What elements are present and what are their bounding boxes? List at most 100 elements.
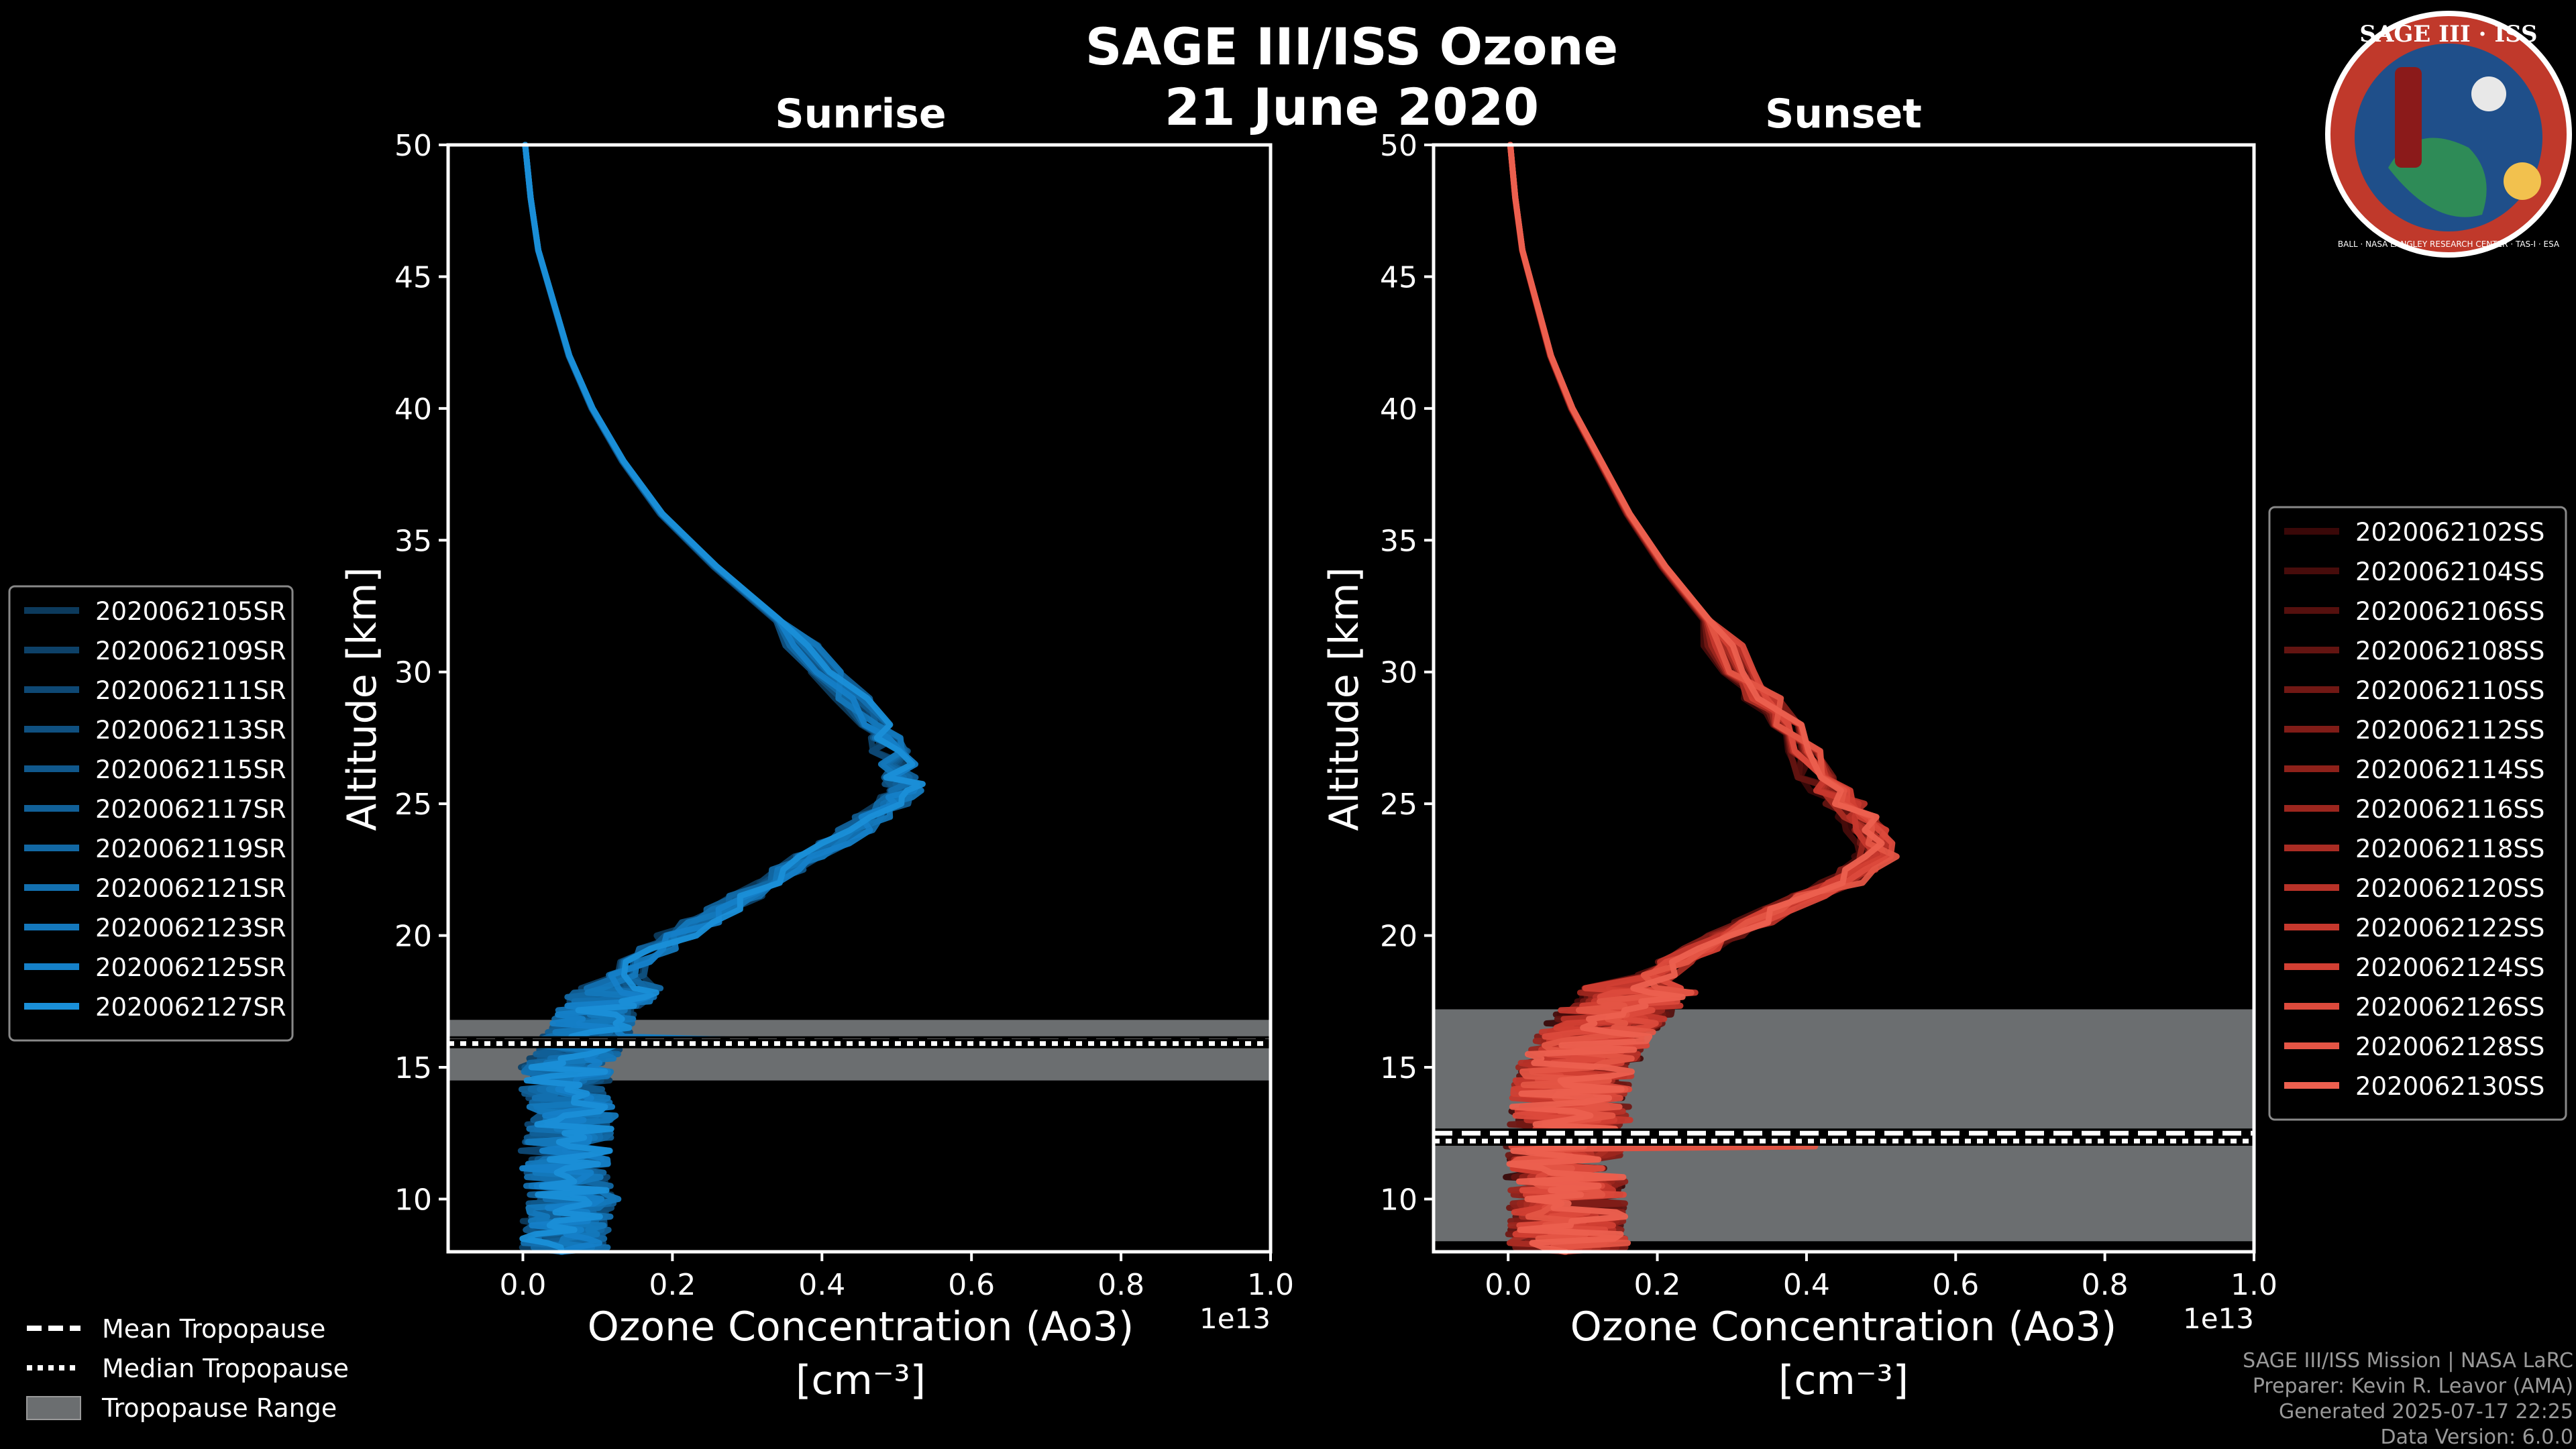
sunset-y-tick-label: 10 [1380, 1183, 1417, 1217]
sunrise-y-tick-label: 50 [394, 129, 432, 163]
sunset-x-tick-label: 0.6 [1932, 1268, 1979, 1302]
sunrise-y-tick-label: 30 [394, 656, 432, 690]
sunrise-x-tick-label: 0.6 [948, 1268, 995, 1302]
sunrise-y-tick-label: 40 [394, 392, 432, 427]
footer-generated: Generated 2025-07-17 22:25 [2279, 1400, 2573, 1424]
sunset-y-tick-label: 45 [1380, 260, 1417, 294]
sunrise-plot-frame [446, 143, 1273, 1254]
legend-sunset-label: 2020062102SS [2355, 518, 2544, 547]
footer-mission: SAGE III/ISS Mission | NASA LaRC [2243, 1349, 2573, 1373]
tropopause-legend: Mean Tropopause Median Tropopause Tropopau… [26, 1314, 349, 1423]
legend-sunrise-label: 2020062119SR [95, 835, 286, 863]
sunrise-tropopause-lines-layer [448, 1036, 1271, 1049]
sunset-plot-frame [1432, 143, 2256, 1254]
legend-sunrise-label: 2020062105SR [95, 597, 286, 626]
footer-data-version: Data Version: 6.0.0 [2381, 1426, 2573, 1449]
sunset-y-tick-label: 20 [1380, 920, 1417, 954]
sunset-x-tick-label: 0.4 [1783, 1268, 1830, 1302]
figure-title-line1: SAGE III/ISS Ozone [1085, 17, 1618, 76]
sunset-x-tick-label: 0.2 [1634, 1268, 1681, 1302]
logo-title: SAGE III · ISS [2359, 21, 2537, 48]
sunset-offset-text: 1e13 [2183, 1302, 2254, 1335]
legend-sunrise-label: 2020062113SR [95, 716, 286, 745]
sunrise-y-axis-label: Altitude [km] [339, 567, 386, 831]
sunset-series-2020062130SS [1506, 142, 1885, 1255]
legend-sunset-label: 2020062106SS [2355, 597, 2544, 626]
legend-sunset-label: 2020062116SS [2355, 795, 2544, 824]
sunrise-y-tick-label: 25 [394, 788, 432, 822]
sunset-x-tick-label: 0.8 [2082, 1268, 2129, 1302]
footer-preparer: Preparer: Kevin R. Leavor (AMA) [2253, 1375, 2573, 1398]
legend-sunrise-label: 2020062121SR [95, 874, 286, 903]
legend-sunset-label: 2020062118SS [2355, 835, 2544, 863]
sunrise-x-axis-label: Ozone Concentration (Ao3) [588, 1303, 1134, 1350]
sage-iii-iss-logo: SAGE III · ISS BALL · NASA LANGLEY RESEA… [2325, 11, 2572, 258]
tropopause-legend-label: Mean Tropopause [102, 1314, 325, 1344]
figure-title-line2: 21 June 2020 [1165, 77, 1539, 137]
tropopause-legend-label: Median Tropopause [102, 1354, 349, 1383]
legend-sunset-label: 2020062122SS [2355, 914, 2544, 943]
legend-sunrise-frame [8, 585, 294, 1042]
sunset-y-tick-label: 35 [1380, 524, 1417, 558]
sunrise-x-axis-units: [cm⁻³] [796, 1357, 926, 1404]
legend-sunset-label: 2020062114SS [2355, 755, 2544, 784]
logo-figure-icon [2395, 67, 2422, 168]
legend-sunrise-label: 2020062109SR [95, 637, 286, 665]
sunset-y-tick-label: 40 [1380, 392, 1417, 427]
legend-sunrise-label: 2020062111SR [95, 676, 286, 705]
sunrise-offset-text: 1e13 [1199, 1302, 1271, 1335]
sunset-x-tick-label: 1.0 [2231, 1268, 2277, 1302]
legend-sunset-label: 2020062104SS [2355, 557, 2544, 586]
sunset-y-tick-label: 15 [1380, 1051, 1417, 1085]
logo-sun-icon [2504, 162, 2541, 200]
sunrise-legend: 2020062105SR 2020062109SR 2020062111SR 2020… [8, 585, 294, 1042]
legend-sunset-label: 2020062126SS [2355, 993, 2544, 1022]
legend-sunset-label: 2020062110SS [2355, 676, 2544, 705]
sunrise-y-ticks: 10 15 20 25 30 35 40 45 50 [394, 129, 448, 1217]
tropopause-range-swatch [26, 1396, 81, 1420]
sunrise-x-tick-label: 0.4 [798, 1268, 845, 1302]
sunrise-series-layer [517, 142, 926, 1255]
footer-credits: SAGE III/ISS Mission | NASA LaRC Prepare… [2243, 1349, 2573, 1449]
legend-sunrise-label: 2020062127SR [95, 993, 286, 1022]
legend-sunrise-label: 2020062117SR [95, 795, 286, 824]
legend-sunset-label: 2020062128SS [2355, 1032, 2544, 1061]
sunset-y-axis-label: Altitude [km] [1321, 567, 1368, 831]
legend-sunset-label: 2020062124SS [2355, 953, 2544, 982]
sunrise-x-tick-label: 0.0 [499, 1268, 546, 1302]
sunset-panel: Sunset 0.0 0.2 0.4 0.6 0.8 1.0 10 15 20 25 30 35 40… [1321, 91, 2277, 1404]
legend-sunrise-label: 2020062115SR [95, 755, 286, 784]
logo-ring-text: BALL · NASA LANGLEY RESEARCH CENTER · TA… [2338, 239, 2560, 249]
sunrise-y-tick-label: 15 [394, 1051, 432, 1085]
sunset-tropopause-lines-layer [1434, 1128, 2254, 1146]
sunset-y-tick-label: 25 [1380, 788, 1417, 822]
sunset-x-ticks: 0.0 0.2 0.4 0.6 0.8 1.0 [1485, 1252, 2277, 1302]
sunrise-x-tick-label: 0.2 [649, 1268, 696, 1302]
legend-sunset-label: 2020062108SS [2355, 637, 2544, 665]
sunrise-series-2020062127SR [519, 142, 926, 1255]
logo-moon-icon [2471, 76, 2506, 111]
sunrise-x-tick-label: 1.0 [1247, 1268, 1294, 1302]
legend-sunset-label: 2020062130SS [2355, 1072, 2544, 1101]
sunset-title: Sunset [1765, 91, 1922, 138]
sunset-x-axis-label: Ozone Concentration (Ao3) [1570, 1303, 2117, 1350]
sunrise-x-tick-label: 0.8 [1097, 1268, 1144, 1302]
sunset-y-ticks: 10 15 20 25 30 35 40 45 50 [1380, 129, 1434, 1217]
sunrise-title: Sunrise [775, 91, 946, 138]
sunrise-y-tick-label: 35 [394, 524, 432, 558]
legend-sunset-frame [2268, 506, 2567, 1121]
legend-sunrise-label: 2020062125SR [95, 953, 286, 982]
sunrise-y-tick-label: 45 [394, 260, 432, 294]
sunset-y-tick-label: 30 [1380, 656, 1417, 690]
tropopause-legend-label: Tropopause Range [101, 1393, 337, 1423]
legend-sunset-label: 2020062120SS [2355, 874, 2544, 903]
sunset-x-axis-units: [cm⁻³] [1778, 1357, 1909, 1404]
sunset-legend: 2020062102SS 2020062104SS 2020062106SS 2020… [2268, 506, 2567, 1121]
sunset-y-tick-label: 50 [1380, 129, 1417, 163]
legend-sunrise-label: 2020062123SR [95, 914, 286, 943]
legend-sunset-label: 2020062112SS [2355, 716, 2544, 745]
sunrise-y-tick-label: 10 [394, 1183, 432, 1217]
sunrise-x-ticks: 0.0 0.2 0.4 0.6 0.8 1.0 [499, 1252, 1294, 1302]
sunset-series-layer [1503, 142, 1900, 1255]
